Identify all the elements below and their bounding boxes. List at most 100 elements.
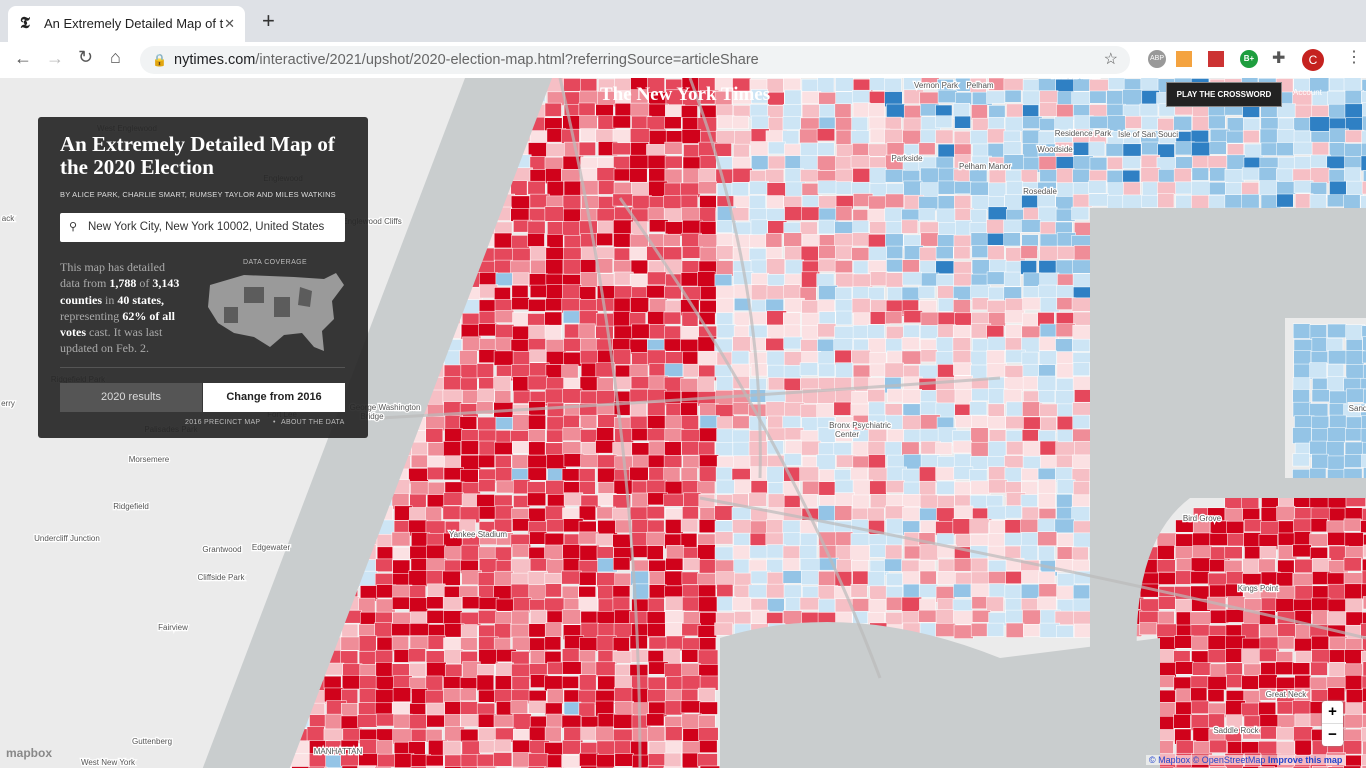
precinct	[867, 389, 886, 403]
tab[interactable]: 𝕿 An Extremely Detailed Map of t ✕	[8, 6, 245, 42]
precinct	[358, 635, 377, 652]
profile[interactable]: C	[1302, 49, 1324, 71]
precinct	[478, 349, 497, 363]
precinct	[1039, 350, 1057, 366]
precinct	[646, 506, 665, 520]
precinct	[1343, 78, 1362, 92]
reload[interactable]: ↻	[78, 47, 94, 67]
change-tab[interactable]: Change from 2016	[203, 383, 345, 412]
menu[interactable]: ⋮	[1346, 49, 1362, 66]
precinct	[1039, 245, 1060, 263]
precinct	[698, 441, 716, 457]
precinct	[496, 480, 515, 494]
search-box[interactable]: ⚲ New York City, New York 10002, United S…	[60, 213, 345, 242]
precinct	[375, 713, 395, 727]
precinct	[545, 583, 562, 598]
extension-icon[interactable]	[1208, 51, 1224, 67]
precinct	[884, 207, 904, 223]
precinct	[869, 221, 889, 234]
attribution-link[interactable]: Improve this map	[1267, 755, 1343, 765]
place-label: MANHATTAN	[314, 747, 363, 756]
precinct	[1056, 246, 1077, 260]
precinct	[1003, 78, 1024, 91]
address-bar[interactable]: 🔒 nytimes.com/interactive/2021/upshot/20…	[140, 46, 1130, 74]
extension-icon[interactable]	[1176, 51, 1192, 67]
precinct	[409, 663, 427, 677]
mapbox-logo[interactable]: mapbox	[6, 746, 53, 760]
new-tab[interactable]: +	[262, 8, 275, 33]
precinct	[1175, 611, 1193, 626]
precinct	[1039, 403, 1060, 417]
logo[interactable]: The New York Times	[600, 84, 771, 105]
precinct	[1073, 584, 1091, 600]
zoom-out[interactable]: −	[1328, 726, 1337, 743]
precinct	[937, 311, 956, 326]
precinct	[579, 545, 600, 561]
results-tab[interactable]: 2020 results	[60, 383, 202, 412]
forward[interactable]: →	[46, 48, 64, 68]
precinct	[1329, 78, 1347, 92]
precinct	[697, 481, 716, 494]
precinct	[835, 181, 854, 195]
precinct	[901, 208, 921, 222]
precinct	[1038, 545, 1055, 561]
precinct	[427, 583, 446, 599]
crossword-button[interactable]: PLAY THE CROSSWORD	[1166, 82, 1282, 107]
precinct	[920, 182, 939, 198]
precinct	[444, 754, 462, 768]
precinct	[1004, 116, 1024, 132]
precinct	[596, 611, 617, 625]
precinct	[613, 349, 631, 365]
precinct	[699, 300, 718, 314]
home[interactable]: ⌂	[110, 47, 121, 67]
precinct	[749, 234, 768, 248]
highway	[699, 496, 1366, 640]
precinct	[595, 246, 616, 260]
precinct	[1327, 766, 1346, 768]
precinct	[1139, 622, 1158, 636]
place-label: Parkside	[891, 154, 923, 163]
precinct	[952, 440, 972, 454]
precinct-link[interactable]: 2016 PRECINCT MAP	[185, 419, 261, 426]
precinct	[478, 440, 497, 458]
precinct	[886, 259, 904, 273]
precinct	[987, 416, 1006, 430]
precinct	[563, 247, 583, 261]
precinct	[1361, 79, 1366, 94]
precinct	[1038, 492, 1056, 509]
precinct	[1022, 401, 1040, 417]
precinct	[733, 311, 751, 326]
precinct	[459, 416, 478, 430]
precinct	[834, 492, 856, 506]
extension[interactable]: ABP	[1148, 50, 1166, 68]
precinct	[1072, 362, 1090, 376]
precinct	[1362, 612, 1366, 625]
extension[interactable]: B+	[1240, 50, 1258, 68]
account[interactable]: Account	[1293, 88, 1322, 97]
precinct	[1106, 103, 1126, 117]
precinct	[698, 181, 717, 195]
precinct	[867, 571, 885, 588]
highway	[618, 197, 882, 679]
precinct	[1361, 508, 1366, 523]
precinct	[511, 454, 530, 469]
precinct	[546, 143, 566, 157]
precinct	[527, 313, 547, 327]
attribution-link[interactable]: © Mapbox	[1149, 755, 1191, 765]
bookmark[interactable]: ☆	[1103, 51, 1118, 68]
precinct	[545, 259, 564, 276]
back[interactable]: ←	[14, 48, 32, 68]
precinct	[1122, 89, 1143, 106]
attribution-link[interactable]: © OpenStreetMap	[1192, 755, 1266, 765]
about-link[interactable]: ABOUT THE DATA	[281, 419, 345, 426]
precinct	[1329, 180, 1349, 196]
precinct	[1174, 635, 1194, 649]
precinct	[935, 623, 956, 637]
precinct	[578, 531, 599, 545]
extensions-menu[interactable]: ✚	[1272, 50, 1286, 67]
precinct	[563, 338, 584, 352]
close-tab[interactable]: ✕	[224, 16, 235, 31]
precinct	[614, 428, 634, 444]
precinct	[1004, 89, 1022, 103]
zoom-in[interactable]: +	[1322, 701, 1343, 724]
